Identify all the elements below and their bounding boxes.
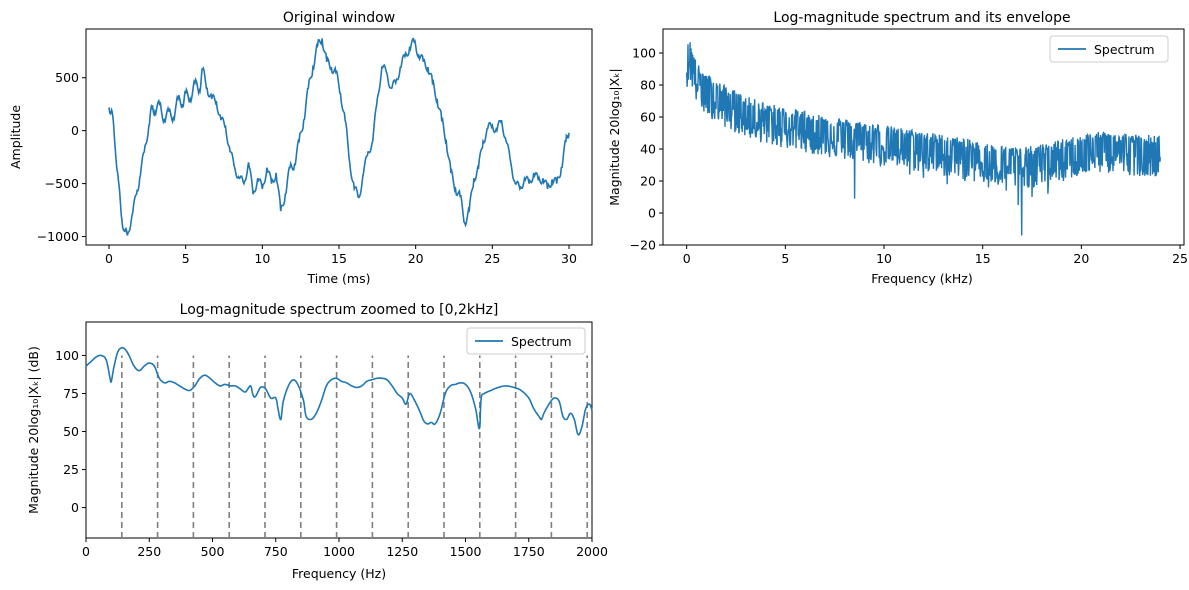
x-tick-label: 15 — [975, 251, 991, 266]
legend-label: Spectrum — [1094, 42, 1155, 57]
y-axis-label: Magnitude 20log₁₀|Xₖ| (dB) — [26, 346, 41, 514]
ticks: 0 250 500 750 1000 1250 1500 1750 2000 0 25 50 75 100 — [55, 348, 608, 559]
x-tick-label: 1750 — [513, 544, 545, 559]
chart-original-window: Original window 0 5 10 15 20 25 30 −1000 −500 0 50… — [8, 10, 593, 286]
y-tick-label: −20 — [630, 238, 656, 253]
series-line — [85, 346, 593, 436]
x-tick-label: 25 — [1172, 251, 1188, 266]
y-tick-label: 60 — [640, 110, 656, 125]
x-tick-label: 10 — [876, 251, 892, 266]
legend-label: Spectrum — [511, 334, 572, 349]
y-tick-label: 75 — [63, 386, 79, 401]
x-tick-label: 5 — [182, 251, 190, 266]
x-axis-label: Time (ms) — [306, 271, 370, 286]
chart-zoomed-spectrum: Log-magnitude spectrum zoomed to [0,2kHz… — [26, 302, 608, 581]
plot-frame — [85, 321, 593, 539]
chart-title: Log-magnitude spectrum and its envelope — [773, 10, 1070, 26]
legend: Spectrum — [1049, 35, 1169, 63]
y-tick-label: 0 — [71, 500, 79, 515]
x-tick-label: 500 — [201, 544, 225, 559]
x-tick-label: 1250 — [386, 544, 418, 559]
x-tick-label: 5 — [781, 251, 789, 266]
x-tick-label: 25 — [484, 251, 500, 266]
x-tick-label: 0 — [82, 544, 90, 559]
y-tick-label: 20 — [640, 174, 656, 189]
y-tick-label: 0 — [648, 206, 656, 221]
x-tick-label: 750 — [264, 544, 288, 559]
x-tick-label: 1000 — [323, 544, 355, 559]
y-tick-label: −500 — [45, 176, 79, 191]
plot-frame — [85, 28, 593, 246]
y-tick-label: 25 — [63, 462, 79, 477]
x-tick-label: 15 — [331, 251, 347, 266]
y-tick-label: 100 — [55, 348, 79, 363]
legend-box — [466, 327, 586, 355]
legend: Spectrum — [466, 327, 586, 355]
chart-log-magnitude-spectrum: Log-magnitude spectrum and its envelope … — [607, 10, 1188, 286]
x-tick-label: 0 — [105, 251, 113, 266]
x-tick-label: 2000 — [576, 544, 608, 559]
y-axis-label: Magnitude 20log₁₀|Xₖ| — [607, 68, 622, 206]
y-tick-label: 50 — [63, 424, 79, 439]
x-tick-label: 1500 — [450, 544, 482, 559]
harmonic-markers — [120, 355, 588, 538]
x-axis-label: Frequency (Hz) — [292, 566, 386, 581]
y-tick-label: 40 — [640, 142, 656, 157]
y-tick-label: 500 — [55, 70, 79, 85]
y-tick-label: 0 — [71, 123, 79, 138]
chart-title: Original window — [283, 10, 395, 26]
x-tick-label: 0 — [683, 251, 691, 266]
x-tick-label: 30 — [561, 251, 577, 266]
ticks: 0 5 10 15 20 25 −20 0 20 40 60 80 100 — [630, 46, 1188, 267]
y-tick-label: 80 — [640, 78, 656, 93]
x-tick-label: 20 — [1073, 251, 1089, 266]
y-tick-label: 100 — [632, 46, 656, 61]
legend-box — [1049, 35, 1169, 63]
x-axis-label: Frequency (kHz) — [871, 271, 973, 286]
series-line — [108, 37, 570, 236]
x-tick-label: 250 — [137, 544, 161, 559]
y-axis-label: Amplitude — [8, 105, 23, 169]
chart-title: Log-magnitude spectrum zoomed to [0,2kHz… — [180, 302, 499, 318]
x-tick-label: 20 — [408, 251, 424, 266]
series-line — [686, 42, 1161, 236]
x-tick-label: 10 — [254, 251, 270, 266]
y-tick-label: −1000 — [37, 229, 79, 244]
ticks: 0 5 10 15 20 25 30 −1000 −500 0 500 — [37, 70, 577, 266]
